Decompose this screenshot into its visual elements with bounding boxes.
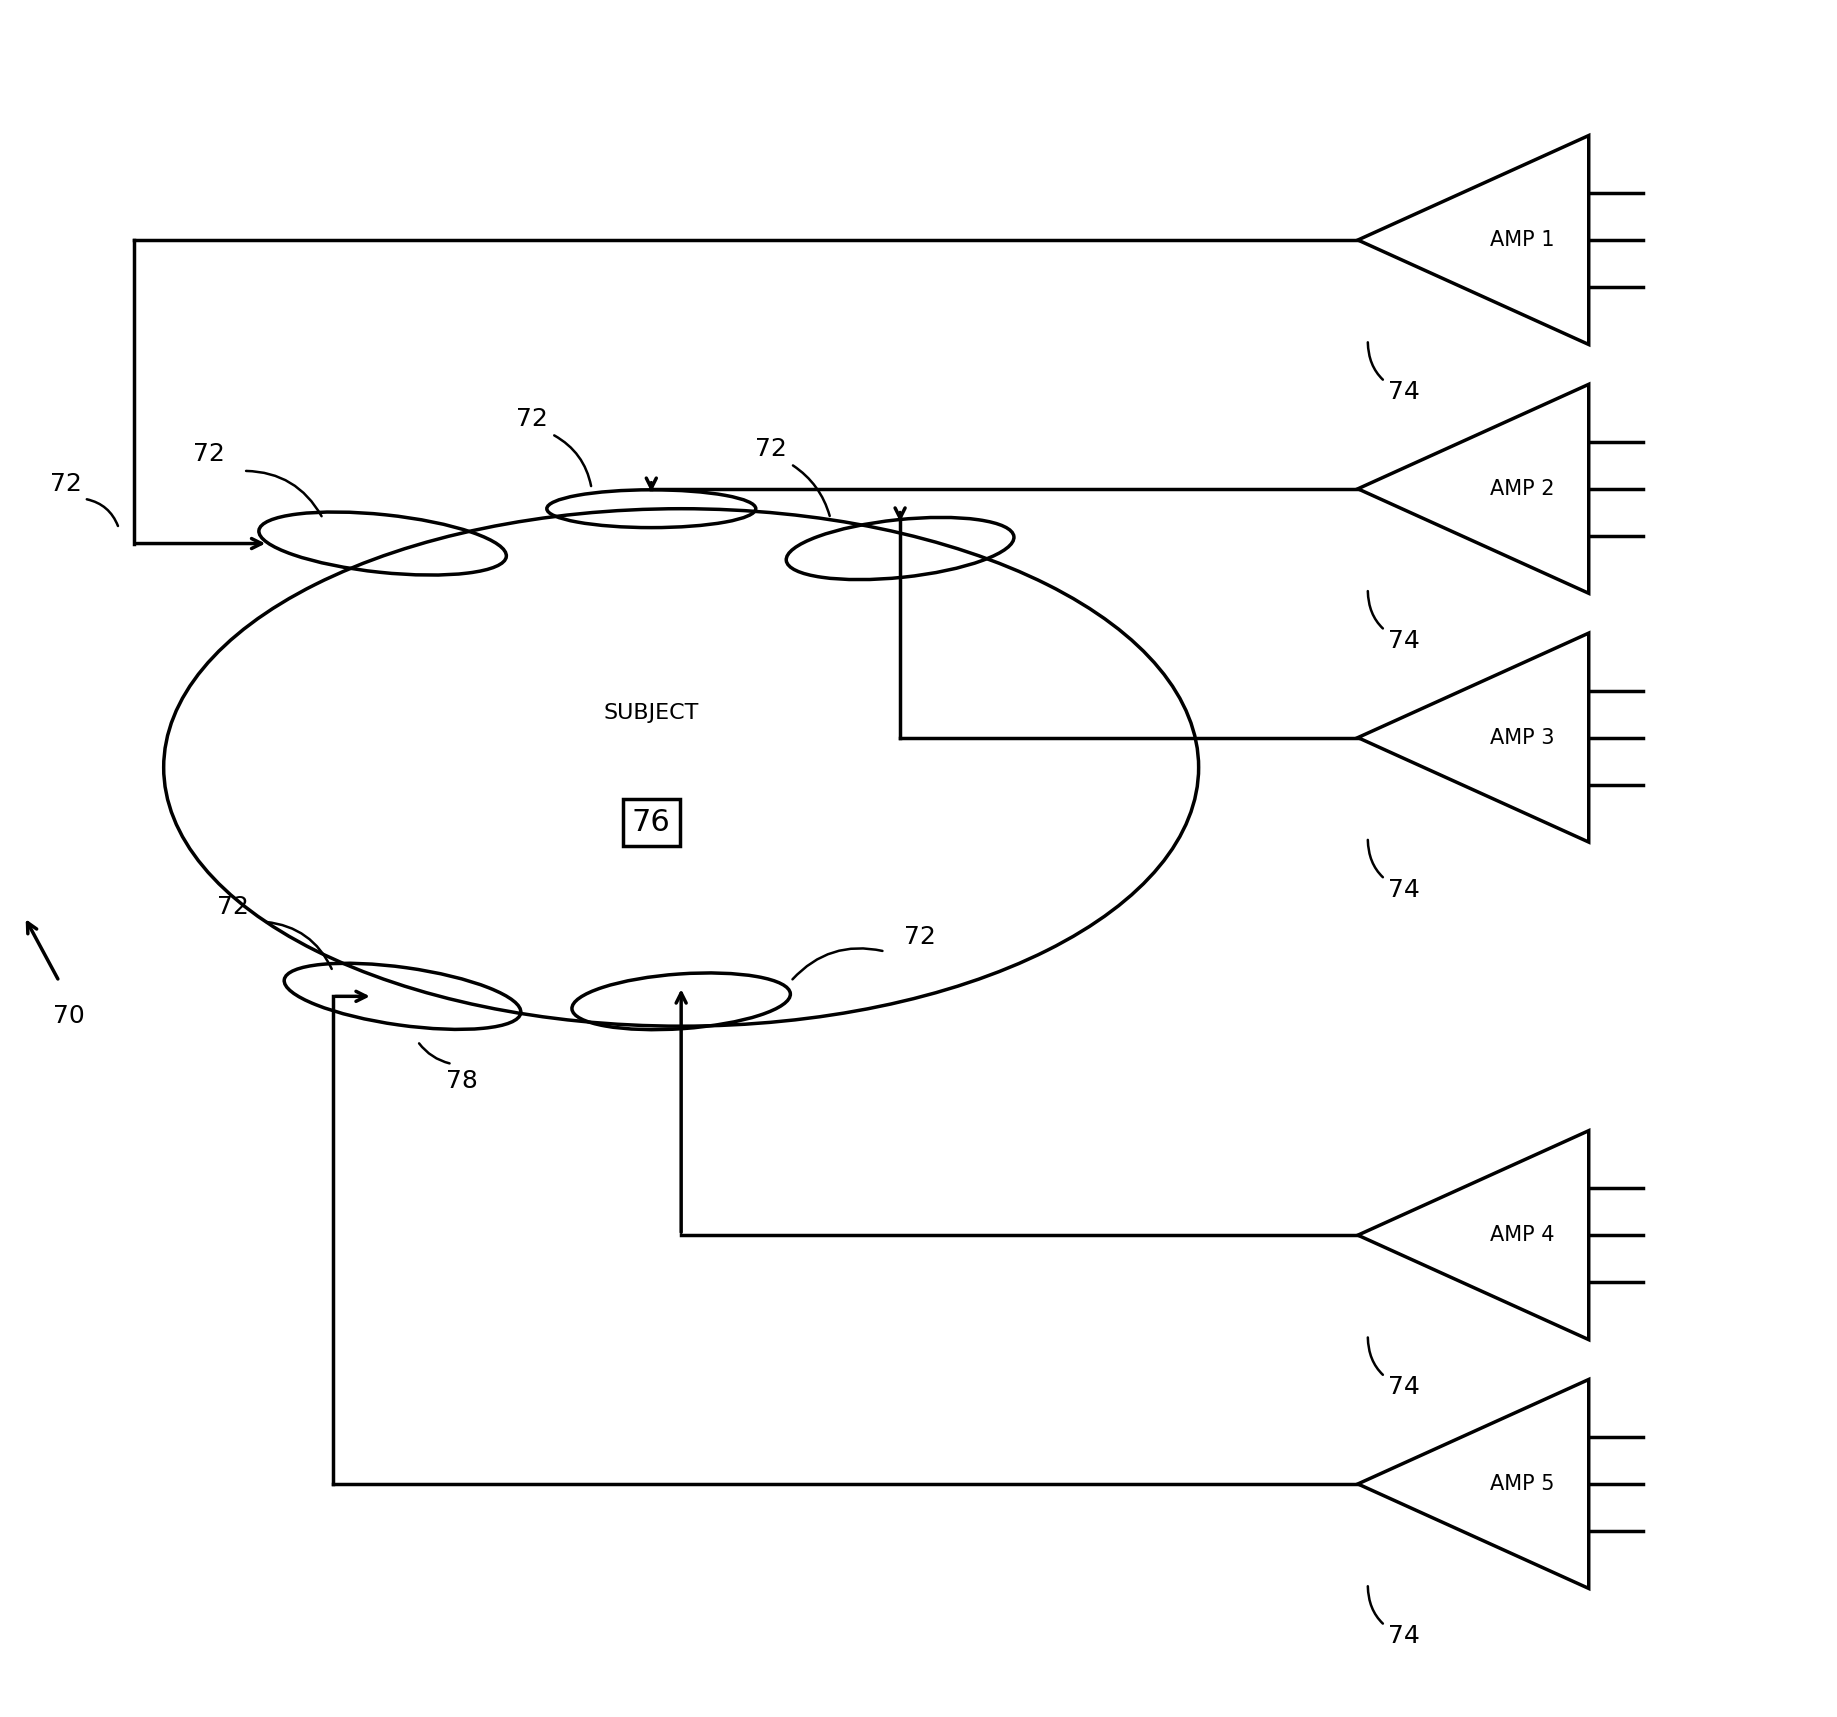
Text: AMP 3: AMP 3 <box>1490 728 1554 747</box>
Text: SUBJECT: SUBJECT <box>604 702 700 723</box>
Text: 72: 72 <box>50 472 83 496</box>
Text: 74: 74 <box>1369 1587 1420 1648</box>
Text: 70: 70 <box>53 1004 85 1028</box>
Text: 74: 74 <box>1369 342 1420 403</box>
Text: 78: 78 <box>446 1070 478 1094</box>
Text: 74: 74 <box>1369 591 1420 652</box>
Text: AMP 2: AMP 2 <box>1490 479 1554 500</box>
Text: 72: 72 <box>904 925 935 948</box>
Text: 76: 76 <box>632 807 671 836</box>
Text: AMP 5: AMP 5 <box>1490 1473 1554 1494</box>
Text: 74: 74 <box>1369 840 1420 901</box>
Text: 72: 72 <box>755 438 786 460</box>
Text: 74: 74 <box>1369 1338 1420 1399</box>
Text: AMP 4: AMP 4 <box>1490 1226 1554 1245</box>
Text: 72: 72 <box>516 407 547 431</box>
Text: AMP 1: AMP 1 <box>1490 230 1554 251</box>
Text: 72: 72 <box>193 441 224 465</box>
Text: 72: 72 <box>217 895 250 919</box>
